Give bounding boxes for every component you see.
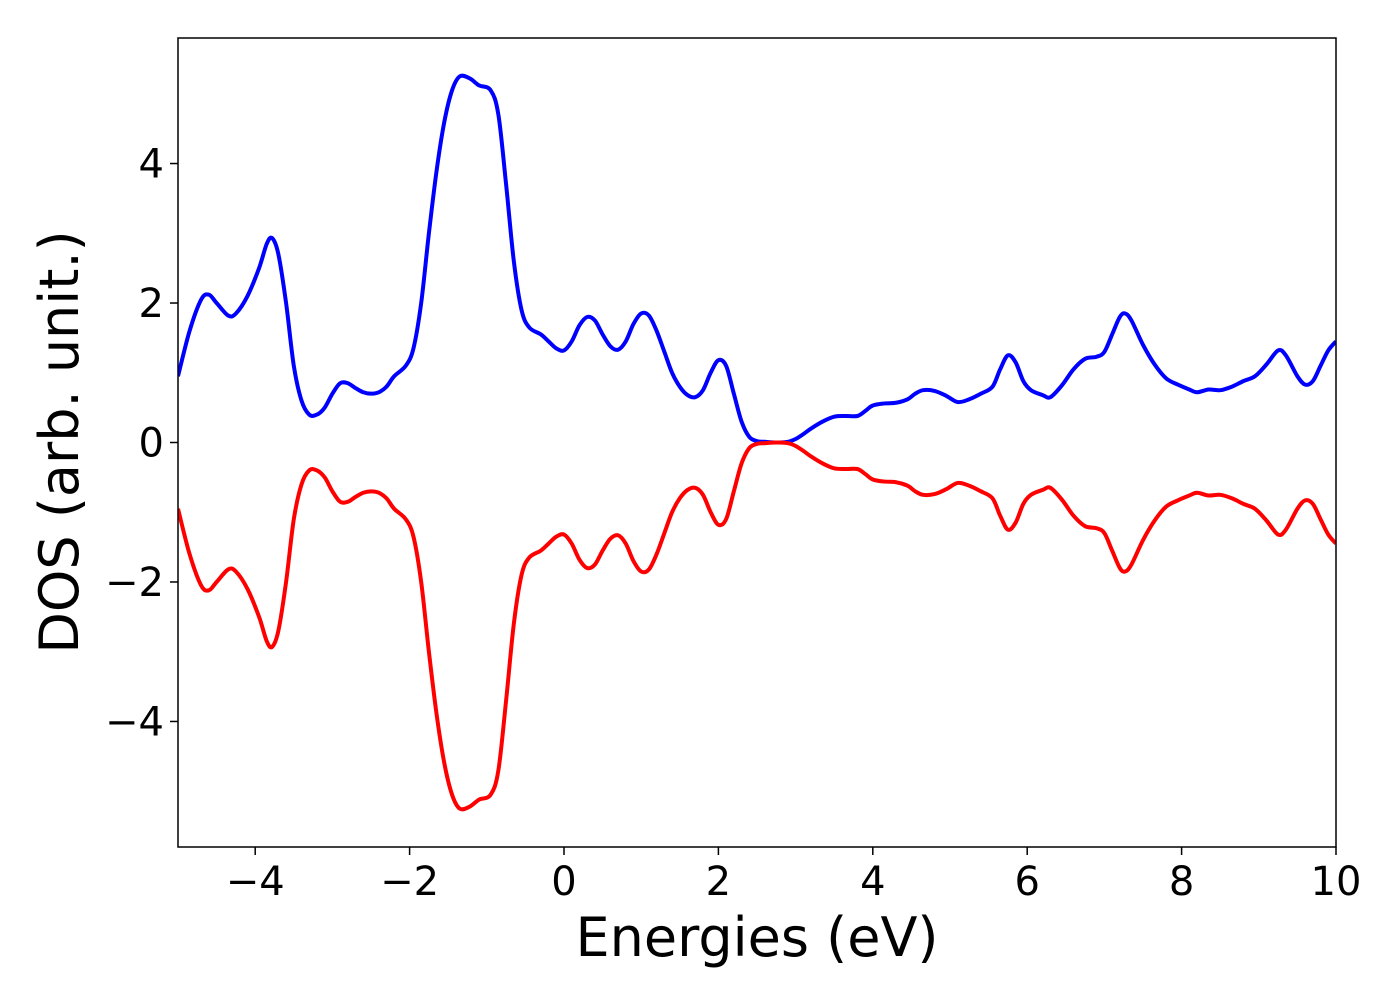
plot-frame bbox=[177, 37, 1337, 848]
series-group bbox=[178, 73, 1336, 812]
x-tick-label: −2 bbox=[380, 859, 439, 905]
y-tick-label: 0 bbox=[139, 421, 164, 467]
y-tick-label: 4 bbox=[139, 142, 164, 188]
x-axis-ticks: −4 −2 0 2 4 6 8 10 bbox=[226, 847, 1362, 905]
y-tick-label: −2 bbox=[105, 560, 164, 606]
y-tick-label: −4 bbox=[105, 699, 164, 745]
x-axis-label: Energies (eV) bbox=[576, 906, 939, 969]
y-tick-label: 2 bbox=[139, 281, 164, 327]
x-tick-label: 10 bbox=[1311, 859, 1362, 905]
x-tick-label: 4 bbox=[860, 859, 885, 905]
x-tick-label: 0 bbox=[551, 859, 576, 905]
y-axis-ticks: −4 −2 0 2 4 bbox=[105, 142, 178, 745]
x-tick-label: 6 bbox=[1014, 859, 1039, 905]
y-axis-label: DOS (arb. unit.) bbox=[28, 230, 91, 653]
x-tick-label: 8 bbox=[1169, 859, 1194, 905]
x-tick-label: 2 bbox=[706, 859, 731, 905]
spin-down-line bbox=[178, 440, 1336, 812]
x-tick-label: −4 bbox=[226, 859, 285, 905]
spin-up-line bbox=[178, 73, 1336, 445]
